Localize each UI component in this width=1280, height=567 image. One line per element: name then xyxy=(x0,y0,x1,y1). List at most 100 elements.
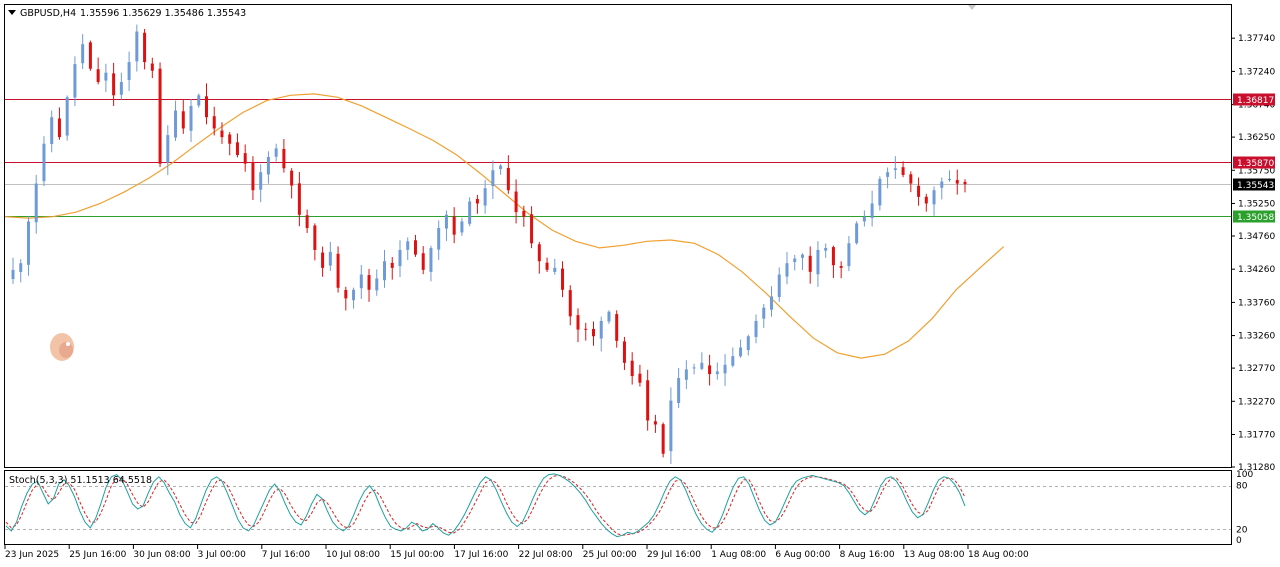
candle-body xyxy=(11,269,15,280)
price-level-tag xyxy=(1233,178,1275,191)
candle xyxy=(65,95,69,141)
candle xyxy=(475,194,479,214)
candle xyxy=(770,286,774,317)
candle-body xyxy=(19,263,23,272)
candle xyxy=(166,125,170,176)
chart-menu-triangle-icon[interactable] xyxy=(8,10,16,15)
candle xyxy=(274,143,278,162)
candle-body xyxy=(530,214,534,244)
price-tick-label: 1.33760 xyxy=(1238,298,1275,308)
candle xyxy=(692,363,696,375)
candle-body xyxy=(81,44,85,64)
candle-body xyxy=(584,328,588,330)
candle xyxy=(390,257,394,280)
candle-body xyxy=(228,134,232,144)
candle xyxy=(746,334,750,356)
candle xyxy=(607,310,611,324)
price-levels xyxy=(5,99,1231,217)
candle-body xyxy=(638,373,642,383)
candle xyxy=(321,246,325,277)
candle xyxy=(135,24,139,72)
candle xyxy=(181,100,185,134)
candle xyxy=(530,206,534,249)
candle-body xyxy=(197,95,201,106)
candle xyxy=(352,287,356,309)
time-tick-label: 25 Jul 00:00 xyxy=(583,550,637,560)
candle-body xyxy=(506,168,510,191)
candle xyxy=(622,336,626,370)
candle xyxy=(483,179,487,214)
candle xyxy=(421,246,425,275)
candle-body xyxy=(607,311,611,322)
price-tick-label: 1.34260 xyxy=(1238,265,1275,275)
candle-body xyxy=(359,274,363,289)
candle-body xyxy=(940,181,944,188)
stoch-tick-label: 20 xyxy=(1236,525,1248,535)
candle-body xyxy=(831,247,835,266)
candle xyxy=(932,186,936,216)
price-tick-label: 1.36250 xyxy=(1238,133,1275,143)
candle xyxy=(940,177,944,200)
candle-body xyxy=(452,216,456,235)
candle-body xyxy=(770,296,774,310)
candle-body xyxy=(870,203,874,218)
candle-body xyxy=(816,249,820,275)
candle xyxy=(715,362,719,380)
time-tick-label: 8 Aug 16:00 xyxy=(840,550,895,560)
candle xyxy=(413,234,417,257)
candle-body xyxy=(375,278,379,291)
candle-body xyxy=(444,214,448,229)
candle-body xyxy=(793,258,797,263)
candle-body xyxy=(243,153,247,164)
candle xyxy=(599,316,603,352)
shift-marker-icon[interactable] xyxy=(968,5,976,10)
candle xyxy=(282,139,286,173)
candle-body xyxy=(785,263,789,277)
candle xyxy=(73,56,77,107)
candle xyxy=(537,241,541,274)
candle xyxy=(762,303,766,328)
candle xyxy=(189,99,193,143)
time-axis: 23 Jun 2025 25 Jun 16:00 30 Jun 08:00 3 Jul… xyxy=(4,545,1029,560)
price-level-tag xyxy=(1233,156,1275,169)
candle xyxy=(653,414,657,433)
candle-body xyxy=(429,247,433,272)
trader-avatar-icon xyxy=(50,333,74,361)
time-tick-label: 22 Jul 08:00 xyxy=(519,550,573,560)
candle xyxy=(584,322,588,341)
candle xyxy=(793,254,797,271)
candle xyxy=(437,220,441,261)
candle xyxy=(777,267,781,302)
candle xyxy=(259,164,263,203)
candle-body xyxy=(545,262,549,270)
candle-body xyxy=(847,243,851,267)
candle xyxy=(398,240,402,278)
stoch-tick-label: 100 xyxy=(1236,470,1253,480)
candle xyxy=(328,241,332,271)
candle-body xyxy=(383,261,387,281)
candle xyxy=(669,387,673,464)
time-tick-label: 25 Jun 16:00 xyxy=(69,550,126,560)
candle-body xyxy=(754,320,758,337)
candle-body xyxy=(924,196,928,204)
price-level-label: 1.36817 xyxy=(1237,96,1274,106)
candle-body xyxy=(948,178,952,180)
candle xyxy=(754,314,758,344)
candle-body xyxy=(468,201,472,224)
candle xyxy=(429,245,433,282)
candle xyxy=(375,269,379,296)
candle-body xyxy=(901,167,905,175)
candle-body xyxy=(700,362,704,369)
candle xyxy=(630,352,634,385)
candle-body xyxy=(112,73,116,96)
candle xyxy=(468,197,472,227)
price-tick-label: 1.31280 xyxy=(1238,463,1275,473)
candle-body xyxy=(800,254,804,258)
stoch-pane-frame xyxy=(4,470,1232,545)
candle-body xyxy=(235,142,239,156)
candle xyxy=(824,243,828,258)
candle xyxy=(499,163,503,175)
candle-body xyxy=(321,252,325,268)
